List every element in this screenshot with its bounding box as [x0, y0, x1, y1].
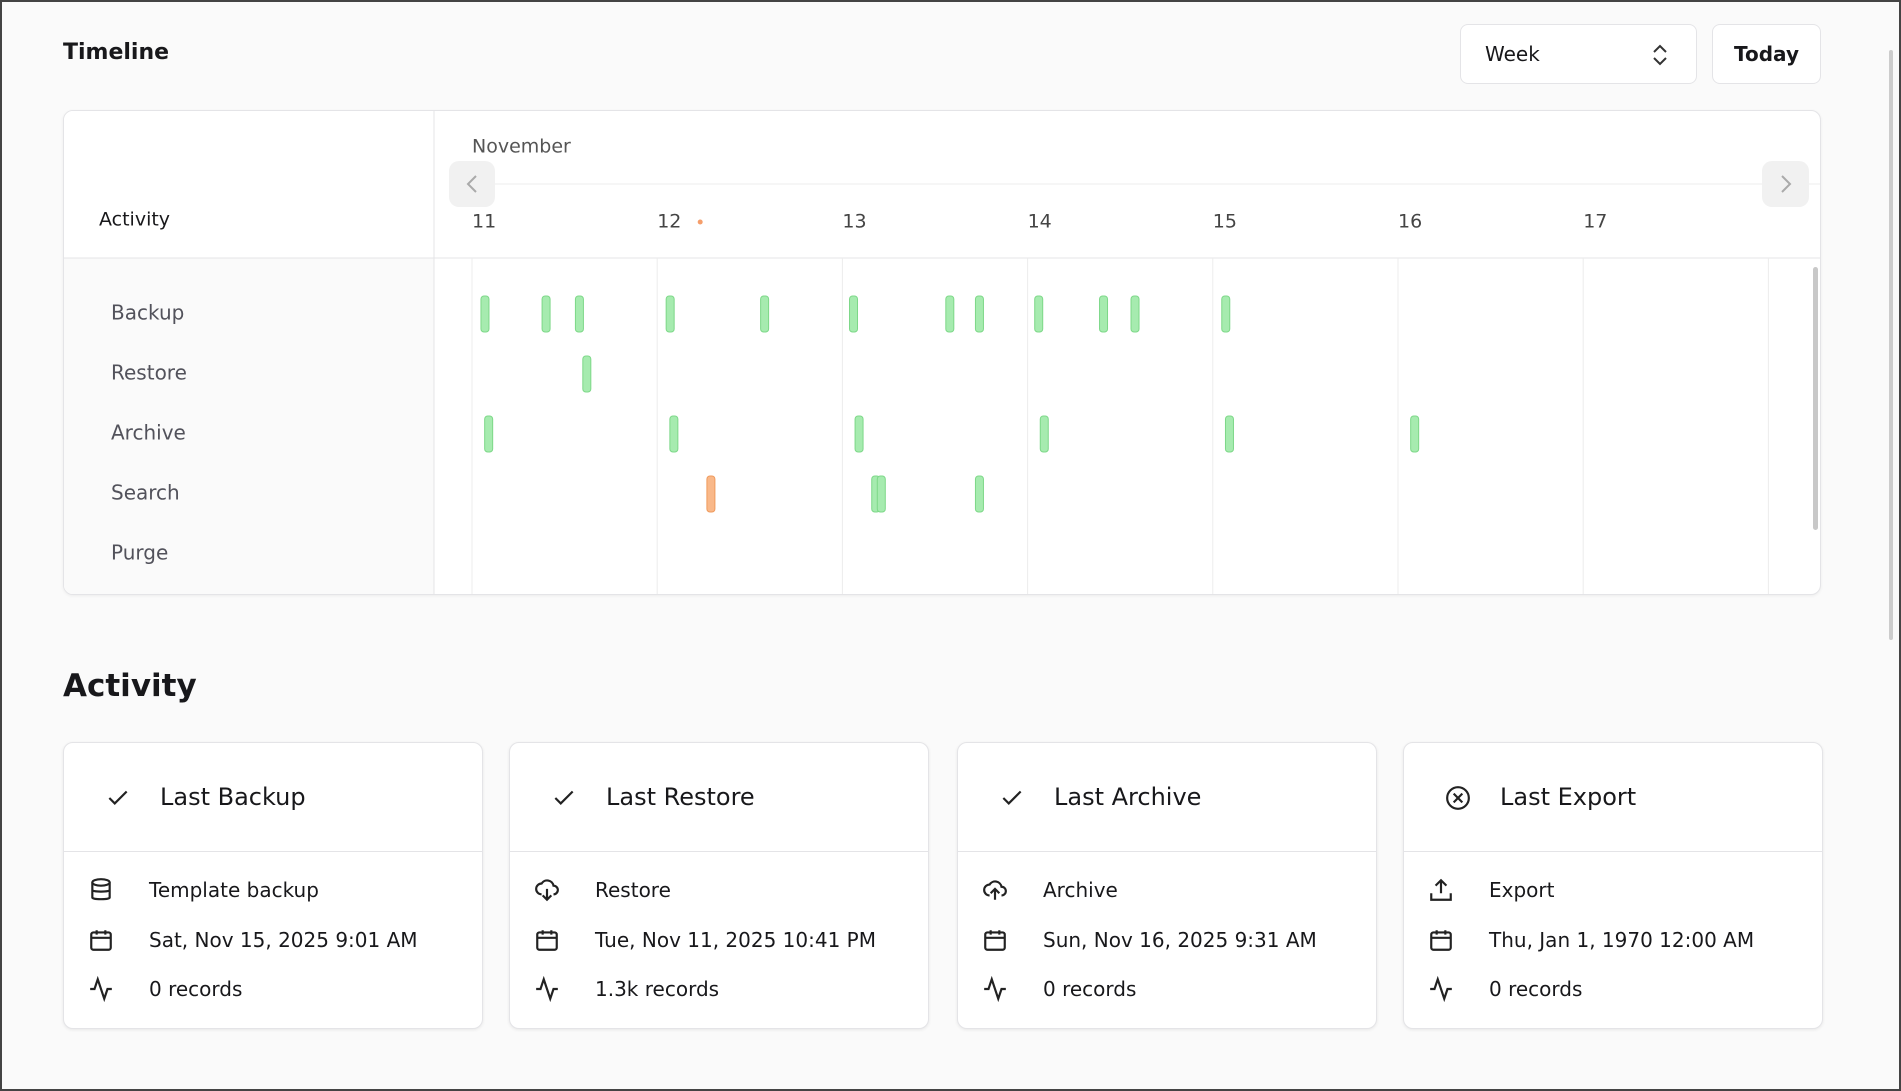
row-header: Activity — [99, 209, 170, 231]
card-records: 0 records — [1489, 977, 1583, 1001]
month-label: November — [472, 136, 571, 158]
calendar-icon — [1430, 930, 1452, 951]
status-ok-icon — [554, 790, 574, 805]
card-date: Thu, Jan 1, 1970 12:00 AM — [1489, 928, 1755, 952]
card-title: Last Export — [1500, 783, 1637, 811]
day-label: 11 — [472, 211, 496, 233]
card-name: Archive — [1043, 878, 1118, 902]
event — [1034, 295, 1044, 333]
view-value: Week — [1485, 42, 1540, 66]
kind-icon — [535, 879, 559, 902]
select-icon — [1653, 44, 1667, 66]
event — [1410, 415, 1420, 453]
event — [760, 295, 770, 333]
row-label: Purge — [111, 541, 168, 565]
event — [849, 295, 859, 333]
records-icon — [90, 976, 112, 1002]
event — [665, 295, 675, 333]
day-label: 17 — [1583, 211, 1607, 233]
event — [1221, 295, 1231, 333]
card-header — [958, 743, 1376, 852]
card-records: 0 records — [149, 977, 243, 1001]
event — [1130, 295, 1140, 333]
activity-card: Last Export Export Thu, Jan 1, 1970 12:00 … — [1403, 742, 1823, 1029]
next-icon — [1781, 175, 1792, 193]
event — [669, 415, 679, 453]
card-records: 1.3k records — [595, 977, 720, 1001]
kind-icon — [983, 880, 1007, 900]
event — [582, 355, 592, 393]
card-header — [64, 743, 482, 852]
event — [876, 475, 886, 513]
card-name: Restore — [595, 878, 671, 902]
records-icon — [1430, 976, 1452, 1002]
calendar-icon — [984, 930, 1006, 951]
activity-card: Last Backup Template backup Sat, Nov 15, 2… — [63, 742, 483, 1029]
timeline-card: Activity November 11 12 13 14 15 16 17 Backup Rest… — [63, 110, 1821, 595]
event — [1039, 415, 1049, 453]
card-title: Last Backup — [160, 783, 306, 811]
event — [574, 295, 584, 333]
records-icon — [536, 976, 558, 1002]
day-label: 16 — [1398, 211, 1422, 233]
row-label: Archive — [111, 421, 186, 445]
next-button[interactable] — [1762, 161, 1809, 207]
activity-card: Last Restore Restore Tue, Nov 11, 2025 10:… — [509, 742, 929, 1029]
day-label: 15 — [1213, 211, 1237, 233]
card-header — [1404, 743, 1822, 852]
view-select[interactable]: Week — [1460, 24, 1697, 84]
calendar-icon — [536, 930, 558, 951]
records-icon — [984, 976, 1006, 1002]
kind-icon — [1430, 878, 1452, 901]
row-label: Restore — [111, 361, 187, 385]
row-label: Backup — [111, 301, 184, 325]
label-pane — [64, 258, 434, 594]
timeline: Activity November 11 12 13 14 15 16 17 Backup Rest… — [64, 111, 1820, 594]
status-ok-icon — [108, 790, 128, 805]
event — [484, 415, 494, 453]
card-header — [510, 743, 928, 852]
today-button[interactable]: Today — [1712, 24, 1821, 84]
day-label: 13 — [842, 211, 866, 233]
failed-event — [706, 475, 716, 513]
status-failed-icon — [1446, 786, 1470, 810]
page-title: Timeline — [63, 40, 170, 65]
status-ok-icon — [1002, 790, 1022, 805]
card-date: Sat, Nov 15, 2025 9:01 AM — [149, 928, 418, 952]
event — [1224, 415, 1234, 453]
day-label: 12 — [657, 211, 681, 233]
card-records: 0 records — [1043, 977, 1137, 1001]
activity-card: Last Archive Archive Sun, Nov 16, 2025 9:3… — [957, 742, 1377, 1029]
card-title: Last Restore — [606, 783, 755, 811]
event — [974, 295, 984, 333]
today-marker — [697, 219, 703, 225]
prev-bg — [449, 161, 495, 207]
prev-icon — [466, 175, 477, 193]
card-title: Last Archive — [1054, 783, 1202, 811]
calendar-icon — [90, 930, 112, 951]
day-label: 14 — [1028, 211, 1052, 233]
event — [974, 475, 984, 513]
card-date: Sun, Nov 16, 2025 9:31 AM — [1043, 928, 1317, 952]
page-scrollbar — [1889, 50, 1893, 640]
card-name: Export — [1489, 878, 1555, 902]
event — [945, 295, 955, 333]
next-bg — [1762, 161, 1809, 207]
section-title: Activity — [63, 668, 197, 704]
event — [854, 415, 864, 453]
event — [1099, 295, 1109, 333]
event — [480, 295, 490, 333]
card-date: Tue, Nov 11, 2025 10:41 PM — [595, 928, 876, 952]
prev-button[interactable] — [449, 161, 495, 207]
event — [541, 295, 551, 333]
kind-icon — [91, 878, 111, 901]
timeline-scrollbar — [1813, 267, 1818, 530]
row-label: Search — [111, 481, 180, 505]
card-name: Template backup — [149, 878, 319, 902]
